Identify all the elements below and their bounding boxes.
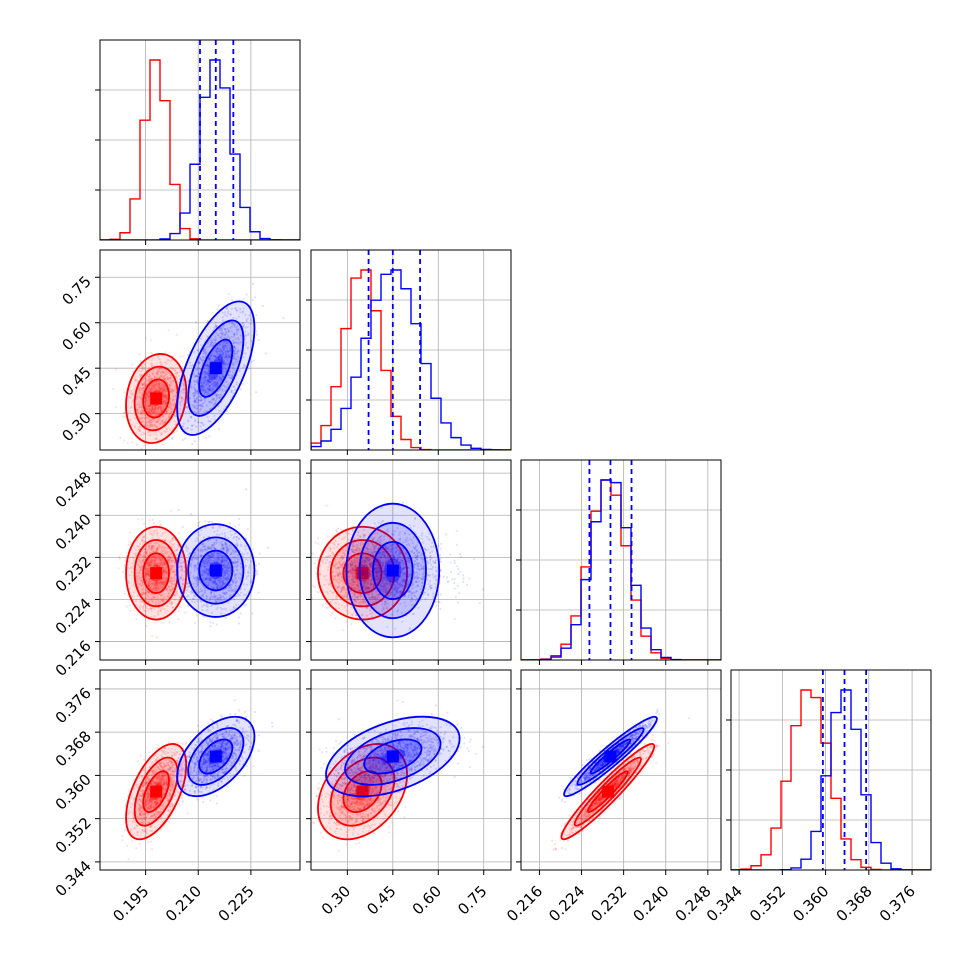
density-peak: [150, 567, 163, 580]
panel-3-3: 0.344 0.352 0.360 0.368 0.376: [703, 669, 932, 925]
y-tick-label: 0.360: [52, 771, 95, 814]
histogram-series: [311, 269, 511, 450]
contour: [142, 552, 170, 594]
panel-frame: [310, 669, 512, 871]
x-tick-label: 0.352: [746, 882, 789, 925]
y-tick-label: 0.344: [52, 857, 95, 900]
panel-frame: [99, 459, 301, 661]
panel-3-2: 0.216 0.224 0.232 0.240 0.248: [503, 669, 722, 925]
contour: [317, 743, 408, 841]
grid: [100, 250, 300, 450]
contour: [176, 300, 256, 436]
x-tick-label: 0.225: [215, 882, 258, 925]
contour: [198, 549, 234, 592]
y-tick-label: 0.45: [58, 363, 94, 399]
contour: [198, 738, 234, 775]
y-tick-label: 0.368: [52, 727, 95, 770]
contour: [363, 738, 423, 775]
x-tick-label: 0.30: [318, 882, 354, 918]
y-tick-label: 0.248: [52, 468, 95, 511]
contour: [317, 525, 408, 621]
scatter-points: [311, 501, 484, 631]
density-peak: [209, 750, 222, 763]
contour: [560, 743, 656, 841]
x-tick-label: 0.376: [876, 882, 919, 925]
contour: [344, 727, 442, 786]
y-tick-label: 0.60: [58, 318, 94, 354]
contour: [142, 378, 170, 419]
panel-frame: [310, 459, 512, 661]
x-tick-label: 0.232: [587, 882, 630, 925]
density-peak: [386, 750, 399, 763]
contour: [187, 536, 245, 605]
histogram-series: [311, 269, 511, 450]
panel-3-1: 0.30 0.45 0.60 0.75: [306, 669, 512, 918]
panel-frame: [99, 249, 301, 451]
x-tick-label: 0.224: [545, 882, 588, 925]
contour: [176, 715, 256, 798]
density-peak: [604, 750, 617, 763]
x-tick-label: 0.344: [703, 882, 746, 925]
contour: [563, 715, 658, 798]
panel-2-1: [306, 459, 512, 665]
density-peak: [601, 785, 614, 798]
x-tick-label: 0.360: [789, 882, 832, 925]
panel-frame: [99, 669, 301, 871]
y-tick-label: 0.352: [52, 814, 95, 857]
panel-2-2: [516, 459, 722, 665]
contour: [125, 353, 188, 444]
panel-frame: [520, 669, 722, 871]
contour: [142, 770, 170, 813]
contour: [372, 540, 414, 601]
x-tick-label: 0.216: [503, 882, 546, 925]
histogram-series: [521, 479, 721, 660]
contour: [125, 525, 188, 621]
density-peak: [209, 362, 222, 375]
y-tick-label: 0.216: [52, 637, 95, 680]
density-peak: [209, 564, 222, 577]
y-tick-label: 0.240: [52, 510, 95, 553]
y-tick-label: 0.224: [52, 595, 95, 638]
grid: [311, 250, 511, 450]
density-peak: [356, 785, 369, 798]
scatter-points: [311, 699, 424, 853]
histogram-series: [100, 59, 300, 240]
x-tick-label: 0.368: [833, 882, 876, 925]
y-tick-label: 0.75: [58, 272, 94, 308]
contour: [325, 715, 461, 798]
grid: [521, 670, 721, 870]
x-tick-label: 0.45: [363, 882, 399, 918]
x-tick-label: 0.60: [409, 882, 445, 918]
x-tick-label: 0.240: [629, 882, 672, 925]
panel-1-0: 0.30 0.45 0.60 0.75: [58, 249, 301, 455]
contour: [187, 727, 245, 786]
y-tick-label: 0.232: [52, 552, 95, 595]
contour: [125, 743, 188, 841]
contour: [358, 521, 427, 620]
y-tick-label: 0.30: [58, 409, 94, 445]
density-peak: [150, 785, 163, 798]
contour: [133, 756, 179, 827]
x-tick-label: 0.75: [454, 882, 490, 918]
density-peak: [150, 392, 163, 405]
contour: [345, 502, 441, 639]
contour: [187, 319, 245, 417]
y-tick-label: 0.376: [52, 684, 95, 727]
density-peak: [386, 564, 399, 577]
contour: [198, 338, 234, 398]
panel-0-0: [95, 39, 301, 245]
x-tick-label: 0.210: [162, 882, 205, 925]
x-tick-label: 0.195: [109, 882, 152, 925]
panel-1-1: [306, 249, 512, 455]
contour: [176, 523, 256, 618]
